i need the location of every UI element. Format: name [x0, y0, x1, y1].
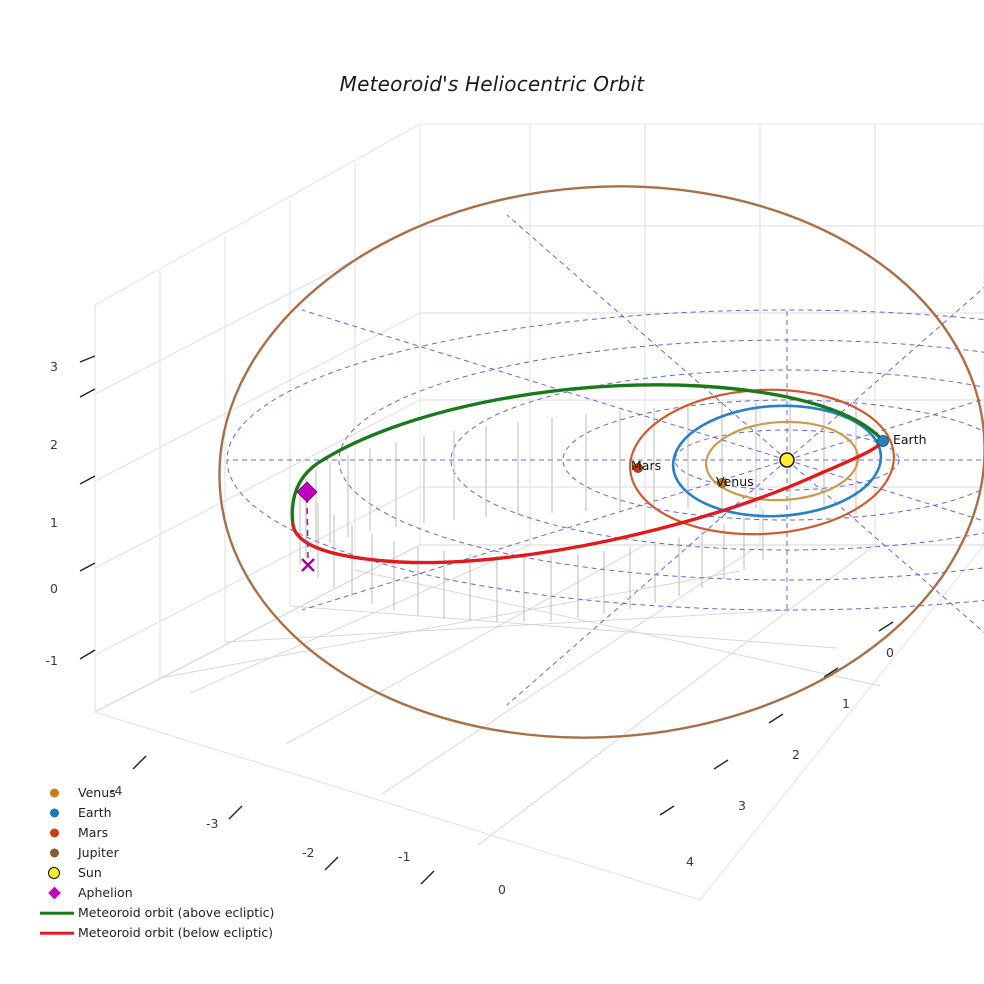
red-line-icon — [36, 923, 78, 943]
meteoroid-orbit — [290, 383, 885, 565]
legend-item-mars[interactable]: Mars — [36, 823, 336, 843]
legend-item-orbit-above[interactable]: Meteoroid orbit (above ecliptic) — [36, 903, 336, 923]
aphelion-marker-icon — [36, 883, 78, 903]
y-tick-1: 1 — [842, 696, 850, 711]
y-tick-0: 0 — [886, 645, 894, 660]
legend-label-mars: Mars — [78, 825, 109, 840]
z-tick-1: 1 — [50, 515, 58, 530]
polar-grid — [226, 214, 984, 706]
legend-label-jupiter: Jupiter — [78, 845, 119, 860]
annotation-mars: Mars — [631, 458, 662, 473]
z-tick-0: 0 — [50, 581, 58, 596]
orbit-stem-lines — [299, 398, 857, 622]
mars-marker — [633, 463, 643, 473]
mars-marker-icon — [36, 823, 78, 843]
legend-item-jupiter[interactable]: Jupiter — [36, 843, 336, 863]
aphelion-projection-x — [301, 558, 315, 572]
legend-item-orbit-below[interactable]: Meteoroid orbit (below ecliptic) — [36, 923, 336, 943]
x-tick-neg4: -4 — [110, 783, 123, 798]
legend-item-earth[interactable]: Earth — [36, 803, 336, 823]
earth-marker — [877, 435, 889, 447]
annotation-earth: Earth — [893, 432, 927, 447]
legend-label-orbit-below: Meteoroid orbit (below ecliptic) — [78, 925, 274, 940]
aphelion-group — [296, 481, 318, 572]
legend-item-aphelion[interactable]: Aphelion — [36, 883, 336, 903]
legend: Venus Earth Mars Jupiter Sun — [36, 783, 336, 943]
green-line-icon — [36, 903, 78, 923]
legend-item-venus[interactable]: Venus — [36, 783, 336, 803]
axis-ticks — [79, 355, 894, 885]
legend-label-orbit-above: Meteoroid orbit (above ecliptic) — [78, 905, 275, 920]
legend-label-earth: Earth — [78, 805, 112, 820]
legend-label-aphelion: Aphelion — [78, 885, 133, 900]
x-tick-neg2: -2 — [302, 845, 315, 860]
legend-label-venus: Venus — [78, 785, 116, 800]
chart-title: Meteoroid's Heliocentric Orbit — [339, 72, 645, 96]
annotation-venus: Venus — [716, 474, 754, 489]
pane-gridlines — [94, 124, 984, 678]
aphelion-marker — [296, 481, 318, 503]
x-tick-neg3: -3 — [206, 816, 219, 831]
z-tick-3: 3 — [50, 359, 58, 374]
body-markers — [633, 435, 889, 488]
mars-orbit — [629, 388, 895, 536]
z-tick-neg1: -1 — [45, 653, 58, 668]
meteoroid-orbit-above-ecliptic — [290, 383, 885, 527]
earth-orbit — [671, 404, 883, 518]
z-tick-2: 2 — [50, 437, 58, 452]
venus-marker — [717, 478, 727, 488]
jupiter-orbit — [218, 185, 984, 739]
legend-item-sun[interactable]: Sun — [36, 863, 336, 883]
x-tick-neg1: -1 — [398, 849, 411, 864]
legend-label-sun: Sun — [78, 865, 102, 880]
meteoroid-orbit-below-ecliptic — [291, 439, 885, 565]
y-tick-4: 4 — [686, 854, 694, 869]
earth-marker-icon — [36, 803, 78, 823]
x-tick-0: 0 — [498, 882, 506, 897]
sun-marker — [779, 452, 795, 468]
sun-marker-icon — [36, 863, 78, 883]
floor-gridlines — [94, 544, 984, 846]
y-tick-2: 2 — [792, 747, 800, 762]
jupiter-marker-icon — [36, 843, 78, 863]
aphelion-drop-line — [306, 496, 309, 562]
y-tick-3: 3 — [738, 798, 746, 813]
venus-marker-icon — [36, 783, 78, 803]
